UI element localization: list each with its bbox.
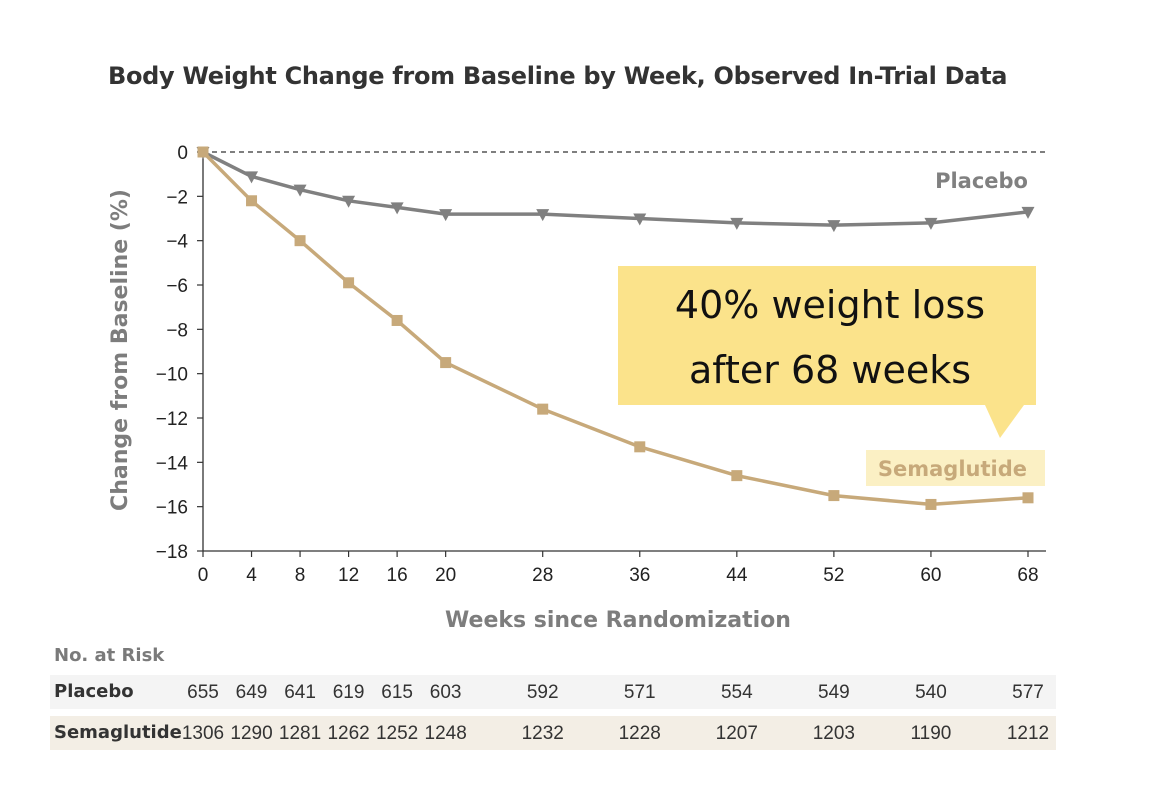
chart-title: Body Weight Change from Baseline by Week…	[108, 62, 1008, 90]
risk-cell: 1203	[812, 723, 856, 744]
semaglutide-point	[925, 498, 937, 510]
x-tick-label: 60	[920, 565, 941, 586]
risk-cell: 1190	[910, 723, 952, 744]
y-tick-label: −14	[156, 453, 189, 474]
risk-row-placebo: Placebo 655 649 641 619 615 603 592 571 554 549 54…	[50, 675, 1056, 709]
semaglutide-point	[343, 277, 355, 289]
risk-cell: 571	[623, 682, 656, 703]
x-tick-label: 68	[1017, 565, 1038, 586]
risk-cell: 1290	[230, 723, 273, 744]
risk-cell: 1207	[715, 723, 758, 744]
y-tick-label: −4	[166, 232, 188, 253]
placebo-point	[390, 202, 404, 215]
semaglutide-point	[246, 195, 258, 207]
series-layer: Placebo Semaglutide	[196, 146, 1045, 510]
x-tick-label: 16	[387, 565, 408, 586]
callout-text-line: 40% weight loss	[675, 283, 985, 327]
risk-table-title: No. at Risk	[54, 645, 165, 666]
y-tick-label: −2	[166, 187, 188, 208]
risk-cell: 1212	[1006, 723, 1050, 744]
semaglutide-point	[391, 314, 403, 326]
x-tick-label: 28	[532, 565, 553, 586]
semaglutide-point	[1022, 492, 1034, 504]
callout-text-line: after 68 weeks	[689, 348, 971, 392]
risk-cell: 1248	[424, 723, 467, 744]
semaglutide-point	[294, 235, 306, 247]
risk-cell: 1228	[618, 723, 661, 744]
risk-row-label: Placebo	[54, 681, 134, 702]
placebo-point	[245, 171, 259, 184]
risk-cell: 619	[332, 682, 365, 703]
y-tick-label: −18	[156, 542, 188, 563]
callout-box	[618, 266, 1036, 405]
risk-row-label: Semaglutide	[54, 722, 182, 743]
placebo-point	[536, 209, 550, 222]
x-tick-label: 0	[198, 565, 209, 586]
risk-cell: 540	[915, 682, 947, 703]
y-tick-label: −10	[156, 365, 188, 386]
risk-cell: 615	[381, 682, 413, 703]
risk-cell: 603	[429, 682, 462, 703]
risk-cell: 1306	[181, 723, 225, 744]
placebo-series-label: Placebo	[935, 169, 1028, 193]
risk-cell: 641	[284, 682, 316, 703]
annotation-layer: 40% weight loss after 68 weeks	[618, 266, 1036, 438]
risk-cell: 554	[720, 682, 753, 703]
placebo-line	[202, 150, 1029, 227]
semaglutide-label-background	[866, 450, 1045, 486]
semaglutide-point	[537, 403, 549, 415]
y-tick-label: 0	[177, 143, 188, 164]
y-tick-label: −6	[166, 276, 188, 297]
semaglutide-point	[731, 470, 743, 482]
risk-cell: 1281	[278, 723, 322, 744]
y-tick-label: −16	[156, 498, 188, 519]
risk-cell: 655	[187, 682, 219, 703]
y-axis-title: Change from Baseline (%)	[108, 189, 133, 511]
x-tick-label: 8	[295, 565, 306, 586]
risk-row-semaglutide: Semaglutide 1306 1290 1281 1262 1252 1248 1232…	[50, 716, 1056, 750]
semaglutide-line	[201, 150, 1029, 507]
semaglutide-point	[828, 490, 840, 502]
semaglutide-point	[197, 146, 209, 158]
callout-pointer	[985, 405, 1024, 438]
x-tick-label: 20	[435, 565, 456, 586]
risk-cell: 649	[235, 682, 268, 703]
x-tick-label: 44	[726, 565, 748, 586]
placebo-point	[1021, 206, 1035, 219]
semaglutide-series-label: Semaglutide	[878, 457, 1027, 481]
placebo-point	[827, 220, 841, 233]
risk-cell: 592	[526, 682, 559, 703]
placebo-point	[730, 217, 744, 230]
x-tick-label: 12	[338, 565, 359, 586]
risk-cell: 1232	[521, 723, 564, 744]
risk-cell: 1262	[327, 723, 370, 744]
placebo-point	[924, 217, 938, 230]
x-tick-label: 52	[823, 565, 844, 586]
axes: 0 −2 −4 −6 −8 −10 −12 −14 −16 −18 0 4 8 12 16 20 28 36 44 5…	[156, 143, 1046, 586]
risk-cell: 549	[818, 682, 850, 703]
y-tick-label: −8	[166, 320, 188, 341]
semaglutide-point	[634, 441, 646, 453]
placebo-point	[293, 184, 307, 197]
x-tick-label: 4	[246, 565, 257, 586]
x-tick-label: 36	[629, 565, 650, 586]
placebo-point	[342, 195, 356, 208]
y-tick-label: −12	[156, 409, 188, 430]
semaglutide-point	[440, 357, 452, 369]
x-axis-title: Weeks since Randomization	[445, 608, 791, 633]
line-chart: 0 −2 −4 −6 −8 −10 −12 −14 −16 −18 0 4 8 12 16 20 28 36 44 5…	[108, 143, 1046, 633]
risk-cell: 577	[1012, 682, 1044, 703]
risk-cell: 1252	[375, 723, 419, 744]
placebo-point	[633, 213, 647, 226]
placebo-point	[439, 209, 453, 222]
